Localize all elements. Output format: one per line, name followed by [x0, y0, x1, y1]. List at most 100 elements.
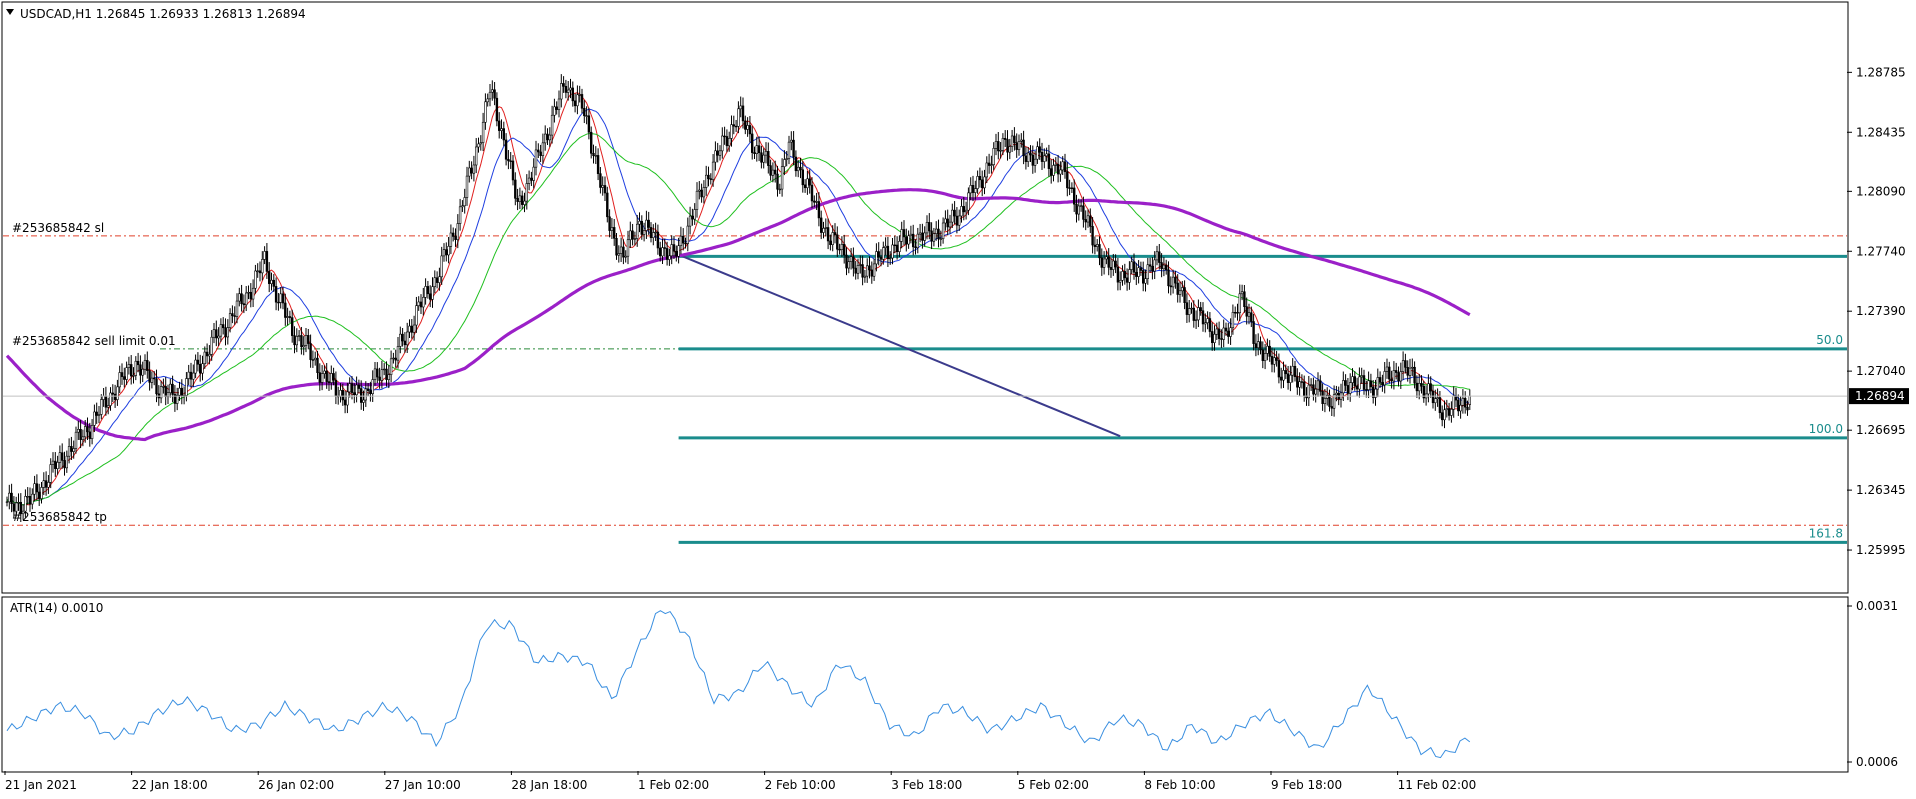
candle-body	[769, 165, 772, 176]
price-tick-label: 1.26345	[1856, 483, 1906, 497]
candle-body	[1360, 375, 1363, 378]
candle-body	[550, 114, 554, 136]
candle-body	[256, 270, 259, 272]
candle-body	[217, 335, 220, 339]
candle-body	[164, 386, 167, 397]
candle-body	[1052, 165, 1055, 176]
candle-body	[77, 429, 80, 433]
candle-body	[1300, 381, 1304, 383]
candle-body	[546, 133, 549, 141]
candle-body	[245, 292, 248, 306]
candle-body	[44, 480, 48, 488]
candle-body	[1208, 318, 1212, 332]
candle-body	[755, 145, 759, 154]
candle-body	[900, 229, 903, 242]
candle-body	[808, 178, 811, 186]
candle-body	[127, 364, 131, 368]
price-tick-label: 1.28785	[1856, 65, 1906, 79]
candle-body	[944, 218, 947, 224]
candle-body	[1351, 376, 1354, 383]
candle-body	[178, 387, 181, 396]
candle-body	[836, 234, 839, 250]
candle-body	[143, 360, 147, 370]
candle-body	[951, 209, 954, 223]
candle-body	[815, 201, 818, 203]
candle-body	[1013, 135, 1016, 143]
candle-body	[842, 243, 846, 256]
candle-body	[201, 363, 204, 374]
candle-body	[357, 384, 361, 389]
candle-body	[150, 377, 154, 383]
candle-body	[281, 293, 285, 304]
candle-body	[1043, 155, 1046, 162]
candle-body	[1217, 328, 1221, 339]
candle-body	[109, 392, 112, 406]
candle-body	[369, 390, 372, 394]
candle-body	[1204, 322, 1207, 325]
order-line-label: #253685842 tp	[12, 510, 107, 524]
candle-body	[548, 134, 552, 141]
candle-body	[1222, 327, 1225, 340]
candle-body	[543, 133, 547, 144]
candle-body	[422, 297, 425, 308]
candle-body	[606, 192, 609, 218]
candle-body	[985, 162, 989, 178]
candle-body	[102, 395, 105, 400]
candle-body	[698, 189, 701, 192]
candle-body	[732, 124, 736, 127]
candle-body	[594, 155, 598, 157]
candle-body	[468, 167, 471, 177]
candle-body	[33, 483, 36, 495]
candle-body	[893, 244, 897, 247]
candle-body	[1096, 244, 1099, 247]
candle-body	[10, 492, 13, 505]
candle-body	[647, 219, 650, 228]
candle-body	[199, 363, 202, 374]
candle-body	[757, 145, 761, 154]
candle-body	[1061, 161, 1064, 171]
atr-line	[6, 610, 1471, 759]
candle-body	[387, 374, 390, 380]
candle-body	[159, 386, 163, 399]
candle-body	[831, 232, 834, 245]
candle-body	[537, 149, 540, 153]
candle-body	[801, 169, 805, 186]
candle-body	[776, 173, 779, 190]
candle-body	[1197, 307, 1200, 321]
candle-body	[392, 357, 395, 360]
time-axis: 21 Jan 2021 22 Jan 18:00 26 Jan 02:00 27 Ja…	[4, 771, 1476, 792]
candle-body	[1112, 260, 1115, 270]
candle-body	[580, 94, 584, 109]
candle-body	[974, 188, 977, 193]
candle-body	[1282, 370, 1285, 381]
candle-body	[527, 177, 531, 184]
candle-body	[28, 496, 32, 505]
candle-body	[838, 248, 841, 251]
candle-body	[435, 277, 439, 283]
collapse-triangle-icon[interactable]	[6, 9, 14, 15]
candle-body	[1183, 287, 1186, 303]
candle-body	[615, 238, 618, 256]
candle-body	[267, 271, 271, 284]
candle-body	[451, 232, 455, 237]
candle-body	[1321, 391, 1324, 404]
candle-body	[553, 106, 556, 116]
candle-body	[1086, 215, 1090, 223]
candle-body	[72, 448, 75, 452]
candle-body	[1268, 345, 1271, 357]
candle-body	[925, 222, 929, 234]
candle-body	[1215, 328, 1219, 335]
candle-body	[817, 201, 821, 219]
candle-body	[196, 359, 200, 365]
candle-body	[619, 246, 623, 254]
candle-body	[1296, 376, 1299, 388]
candle-body	[1162, 264, 1166, 270]
candle-body	[355, 384, 358, 396]
candle-body	[902, 229, 906, 238]
candle-body	[1047, 153, 1051, 169]
atr-tick-label: 0.0006	[1856, 755, 1898, 769]
candle-body	[54, 460, 57, 469]
candle-body	[224, 327, 227, 338]
